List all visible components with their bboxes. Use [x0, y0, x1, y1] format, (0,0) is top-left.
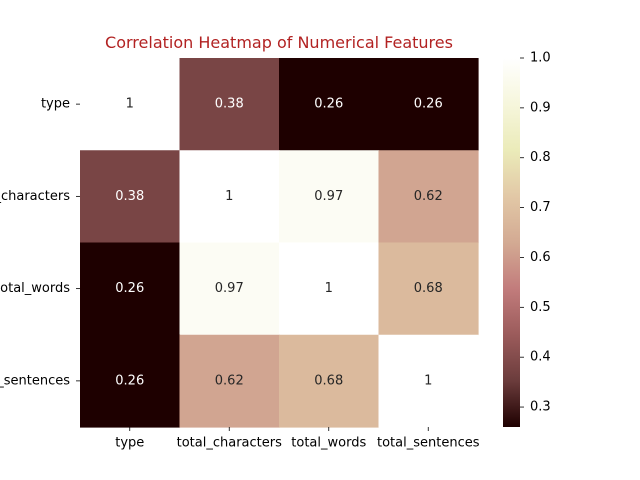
cell-value-label: 0.26 [314, 97, 343, 112]
heatmap-cell [378, 334, 479, 428]
heatmap-cell [80, 334, 181, 428]
cell-value-label: 0.68 [414, 281, 443, 296]
heatmap-cell [179, 58, 280, 151]
cell-value-label: 1 [126, 97, 134, 112]
colorbar-tick-label: 0.8 [530, 150, 551, 165]
heatmap-cell [80, 150, 181, 244]
x-tick-label: total_characters [177, 436, 282, 451]
colorbar-tick-label: 0.7 [530, 200, 551, 215]
cell-value-label: 0.38 [215, 97, 244, 112]
colorbar-tick-label: 0.6 [530, 250, 551, 265]
colorbar-tick-label: 0.3 [530, 400, 551, 415]
heatmap-cell [279, 334, 380, 428]
y-tick-labels: type total_characters total_words total_sen… [0, 97, 80, 388]
heatmap-cell [378, 150, 479, 244]
heatmap-cell [179, 334, 280, 428]
heatmap-cell [80, 242, 181, 336]
cell-value-label: 0.62 [414, 189, 443, 204]
cell-value-label: 0.26 [115, 281, 144, 296]
cell-value-label: 1 [225, 189, 233, 204]
x-tick-label: type [115, 436, 144, 451]
colorbar: 0.3 0.4 0.5 0.6 0.7 0.8 0.9 1.0 [503, 51, 551, 427]
chart-title: Correlation Heatmap of Numerical Feature… [105, 33, 453, 52]
heatmap-cells [80, 58, 479, 428]
cell-value-label: 0.62 [215, 373, 244, 388]
cell-value-label: 0.97 [215, 281, 244, 296]
cell-value-label: 0.26 [414, 97, 443, 112]
heatmap-cell [378, 242, 479, 336]
colorbar-gradient [503, 58, 520, 427]
y-tick-label: total_sentences [0, 373, 70, 388]
heatmap-cell [80, 58, 181, 151]
heatmap-annotations: 1 0.38 0.26 0.26 0.38 1 0.97 0.62 0.26 0.97 1 0.68 0… [115, 97, 442, 389]
colorbar-tick-label: 0.5 [530, 300, 551, 315]
x-tick-label: total_words [291, 436, 366, 451]
cell-value-label: 0.68 [314, 373, 343, 388]
heatmap-cell [179, 242, 280, 336]
y-tick-label: total_words [0, 281, 70, 296]
cell-value-label: 1 [325, 281, 333, 296]
cell-value-label: 0.38 [115, 189, 144, 204]
x-tick-label: total_sentences [377, 436, 480, 451]
cell-value-label: 0.97 [314, 189, 343, 204]
cell-value-label: 0.26 [115, 373, 144, 388]
heatmap-cell [279, 150, 380, 244]
heatmap-cell [378, 58, 479, 151]
colorbar-tick-label: 0.4 [530, 350, 551, 365]
heatmap-cell [179, 150, 280, 244]
colorbar-tick-label: 1.0 [530, 51, 551, 66]
colorbar-tick-label: 0.9 [530, 100, 551, 115]
y-tick-label: type [41, 97, 70, 112]
heatmap-cell [279, 242, 380, 336]
x-tick-labels: type total_characters total_words total_sen… [115, 427, 480, 451]
cell-value-label: 1 [424, 373, 432, 388]
y-tick-label: total_characters [0, 189, 70, 204]
heatmap-cell [279, 58, 380, 151]
